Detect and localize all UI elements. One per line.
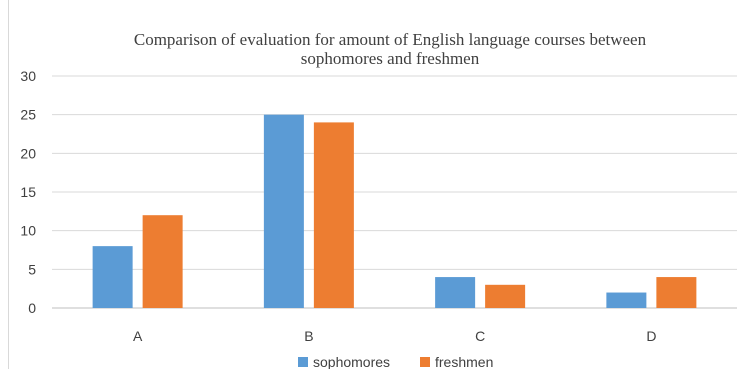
- x-tick-label: D: [646, 328, 656, 344]
- bar-freshmen-A: [142, 215, 183, 308]
- bar-freshmen-C: [485, 284, 526, 308]
- y-tick-label: 5: [28, 261, 36, 277]
- bar-freshmen-D: [656, 277, 697, 308]
- y-axis-ticks: 0 5 10 15 20 25 30: [20, 68, 36, 316]
- y-tick-label: 15: [20, 184, 36, 200]
- chart-title: Comparison of evaluation for amount of E…: [40, 30, 740, 68]
- y-tick-label: 20: [20, 145, 36, 161]
- y-tick-label: 10: [20, 223, 36, 239]
- legend-label-freshmen: freshmen: [435, 354, 493, 369]
- x-tick-label: A: [133, 328, 143, 344]
- legend-swatch-freshmen: [420, 357, 430, 367]
- chart-title-line-1: Comparison of evaluation for amount of E…: [133, 30, 647, 49]
- bar-sophomores-D: [606, 292, 647, 308]
- legend: sophomores freshmen: [298, 354, 493, 369]
- bar-sophomores-C: [435, 277, 476, 308]
- bar-sophomores-A: [92, 246, 133, 308]
- y-tick-label: 30: [20, 68, 36, 84]
- bar-sophomores-B: [263, 114, 304, 309]
- chart-title-line-2: sophomores and freshmen: [300, 49, 480, 68]
- y-tick-label: 25: [20, 107, 36, 123]
- bars: [92, 114, 697, 309]
- legend-label-sophomores: sophomores: [313, 354, 390, 369]
- y-tick-label: 0: [28, 300, 36, 316]
- x-tick-label: B: [304, 328, 313, 344]
- x-axis-ticks: A B C D: [133, 328, 656, 344]
- x-tick-label: C: [475, 328, 485, 344]
- bar-freshmen-B: [313, 122, 354, 309]
- frame-edge: [8, 0, 9, 369]
- legend-swatch-sophomores: [298, 357, 308, 367]
